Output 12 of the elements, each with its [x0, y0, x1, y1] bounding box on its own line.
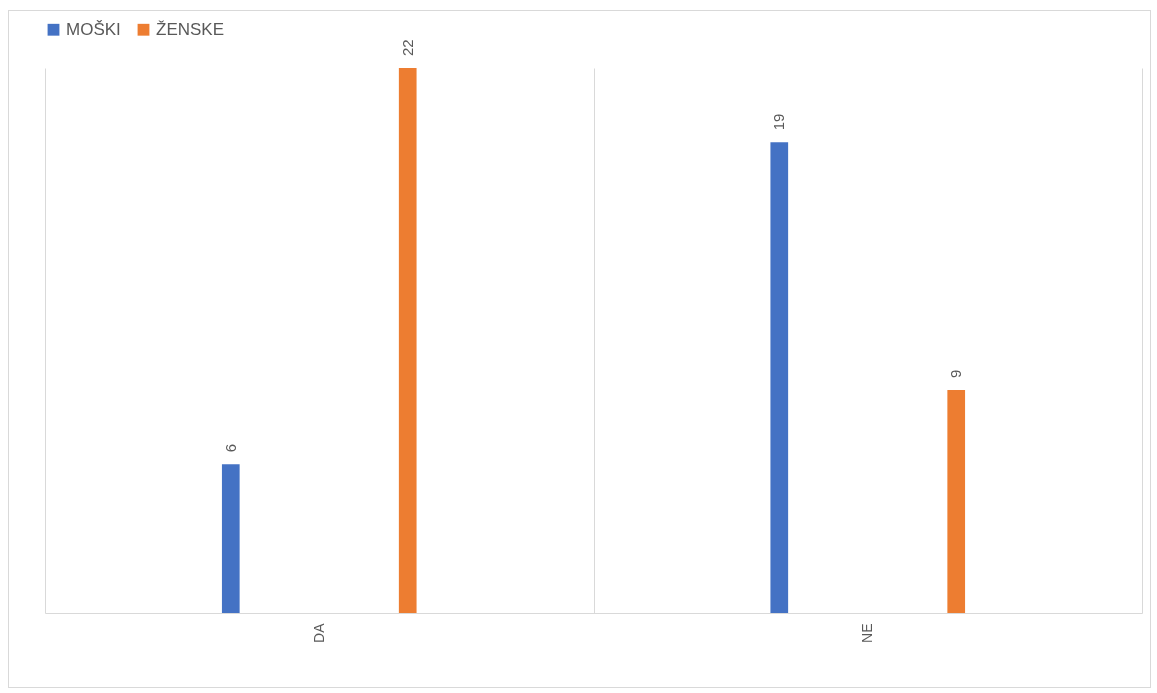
data-label: 6 — [221, 444, 239, 453]
bar — [398, 68, 417, 613]
legend-label: MOŠKI — [66, 19, 121, 39]
bar — [947, 390, 966, 613]
data-label: 9 — [947, 369, 965, 379]
bar — [770, 142, 789, 613]
x-tick-label: NE — [859, 623, 876, 643]
data-label: 22 — [398, 39, 416, 56]
legend-label: ŽENSKE — [156, 19, 225, 39]
bar — [221, 464, 240, 613]
x-tick-label: DA — [310, 622, 327, 643]
data-label: 19 — [770, 113, 788, 131]
